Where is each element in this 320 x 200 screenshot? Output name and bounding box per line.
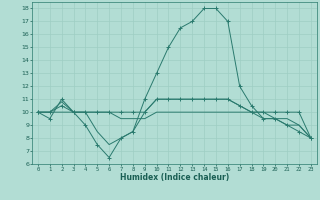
X-axis label: Humidex (Indice chaleur): Humidex (Indice chaleur) (120, 173, 229, 182)
